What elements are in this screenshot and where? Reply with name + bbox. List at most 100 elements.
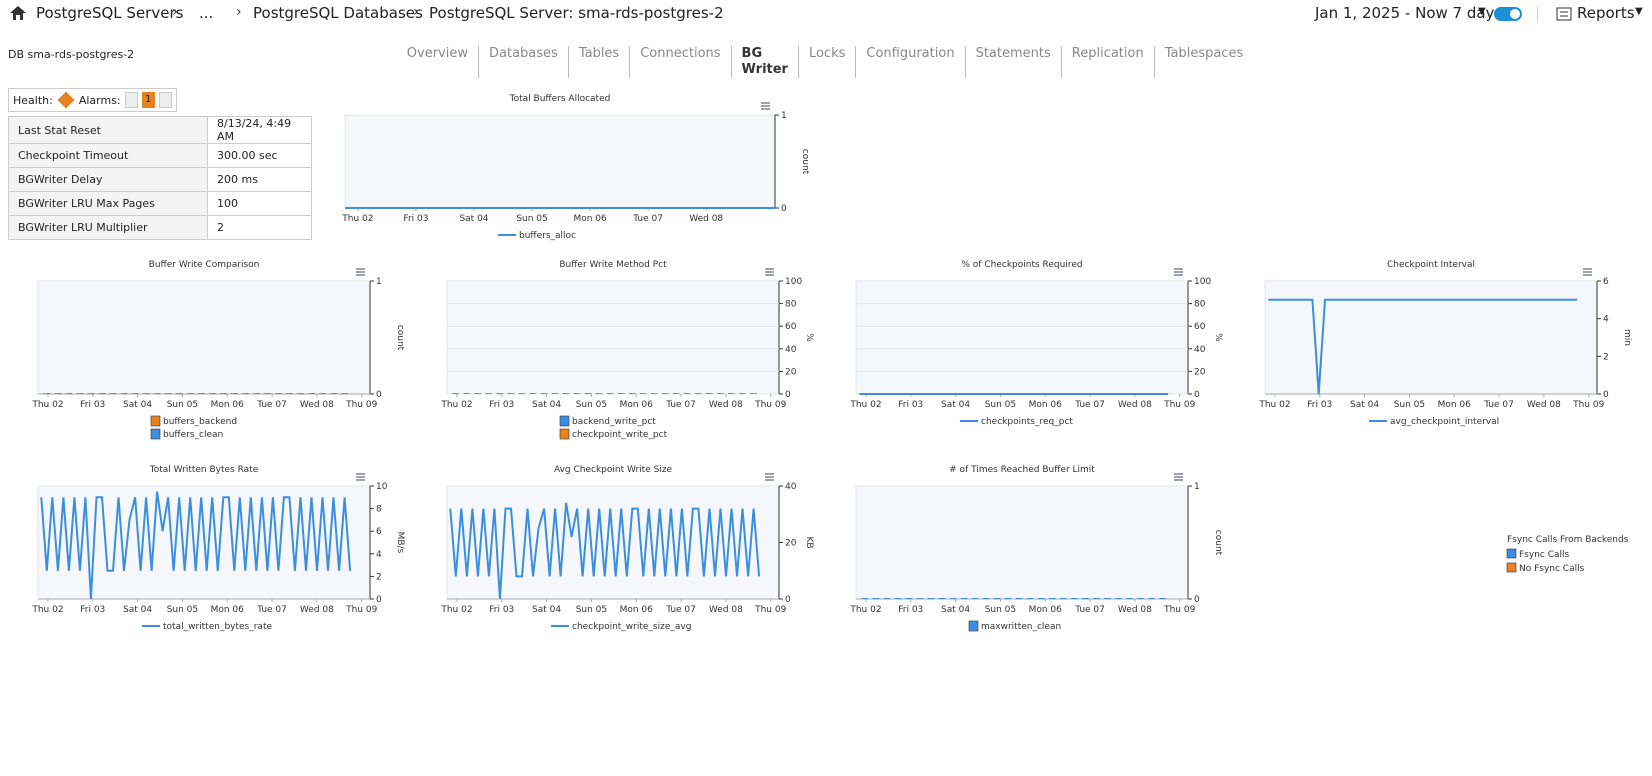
legend-label[interactable]: avg_checkpoint_interval xyxy=(1390,417,1499,427)
legend-label[interactable]: checkpoint_write_pct xyxy=(572,430,668,440)
bar xyxy=(507,393,511,394)
x-tick-label: Thu 02 xyxy=(849,400,881,410)
legend-swatch xyxy=(968,620,979,632)
tab[interactable]: Tables xyxy=(567,46,629,78)
bar xyxy=(883,598,891,599)
legend-label[interactable]: buffers_clean xyxy=(163,430,223,440)
alarms-label: Alarms: xyxy=(78,93,121,107)
x-tick-label: Thu 09 xyxy=(1163,400,1195,410)
breadcrumb[interactable]: PostgreSQL Servers xyxy=(36,4,184,22)
bar xyxy=(599,393,603,394)
bar xyxy=(76,393,80,394)
series-line xyxy=(40,491,352,600)
chart-menu[interactable] xyxy=(761,102,770,110)
bar xyxy=(230,393,235,394)
bar xyxy=(544,393,548,394)
breadcrumb[interactable]: ... xyxy=(199,4,214,22)
legend-label[interactable]: maxwritten_clean xyxy=(981,622,1061,632)
stat-value: 200 ms xyxy=(207,167,312,192)
bar xyxy=(632,393,636,394)
chart-title: Buffer Write Method Pct xyxy=(559,260,667,270)
tab[interactable]: Connections xyxy=(629,46,730,78)
chart-menu[interactable] xyxy=(1583,268,1592,276)
bar xyxy=(916,598,924,599)
tab[interactable]: Tablespaces xyxy=(1153,46,1254,78)
bar xyxy=(643,393,647,394)
bar xyxy=(157,393,161,394)
bar xyxy=(533,393,537,394)
x-tick-label: Sun 05 xyxy=(1394,400,1425,410)
bar xyxy=(341,393,345,394)
legend-label[interactable]: checkpoints_req_pct xyxy=(981,417,1073,427)
x-tick-label: Tue 07 xyxy=(632,214,663,224)
x-tick-label: Sat 04 xyxy=(123,400,152,410)
chart-menu[interactable] xyxy=(356,473,365,481)
x-tick-label: Thu 02 xyxy=(1258,400,1290,410)
chart-menu[interactable] xyxy=(1174,473,1183,481)
bar xyxy=(98,393,102,394)
x-tick-label: Tue 07 xyxy=(1074,605,1105,615)
x-tick-label: Thu 09 xyxy=(1572,400,1604,410)
y-tick-label: 0 xyxy=(1194,390,1200,400)
bar xyxy=(1071,598,1078,599)
chart-menu[interactable] xyxy=(1174,268,1183,276)
x-tick-label: Tue 07 xyxy=(665,605,696,615)
legend-label[interactable]: backend_write_pct xyxy=(572,417,656,427)
chevron: › xyxy=(236,4,242,20)
x-tick-label: Mon 06 xyxy=(573,214,607,224)
legend-label[interactable]: checkpoint_write_size_avg xyxy=(572,622,691,632)
tab[interactable]: Overview xyxy=(406,46,468,61)
legend-label[interactable]: buffers_alloc xyxy=(519,231,576,241)
toggle[interactable] xyxy=(1494,7,1522,21)
x-tick-label: Thu 09 xyxy=(345,605,377,615)
alarm-count[interactable]: 1 xyxy=(141,92,155,108)
tab[interactable]: Statements xyxy=(964,46,1061,78)
x-tick-label: Wed 08 xyxy=(300,605,334,615)
reports[interactable]: Reports xyxy=(1577,4,1635,22)
y-tick-label: 20 xyxy=(785,539,797,549)
bar xyxy=(588,393,592,394)
x-tick-label: Fri 03 xyxy=(489,400,514,410)
home-icon[interactable] xyxy=(8,4,28,22)
bar xyxy=(753,393,757,394)
alarm-box xyxy=(158,92,172,108)
x-tick-label: Fri 03 xyxy=(898,605,923,615)
x-tick-label: Sun 05 xyxy=(167,400,198,410)
tab[interactable]: Locks xyxy=(797,46,855,78)
reports-icon[interactable] xyxy=(1556,7,1572,21)
bar xyxy=(717,393,721,394)
bar xyxy=(452,393,456,394)
tab[interactable]: Databases xyxy=(478,46,568,78)
y-tick-label: 0 xyxy=(785,595,791,605)
series-line xyxy=(1268,298,1578,395)
bar xyxy=(223,393,227,394)
bar xyxy=(698,393,702,394)
bar xyxy=(1104,598,1111,599)
breadcrumb[interactable]: PostgreSQL Databases xyxy=(253,4,423,22)
y-tick-label: 1 xyxy=(1194,482,1200,492)
y-tick-label: 100 xyxy=(1194,277,1211,287)
bar xyxy=(101,393,106,394)
chart-menu[interactable] xyxy=(765,268,774,276)
x-tick-label: Thu 02 xyxy=(31,400,63,410)
bar xyxy=(1137,598,1144,599)
bar xyxy=(474,393,478,394)
x-tick-label: Tue 07 xyxy=(665,400,696,410)
bar xyxy=(1126,598,1133,599)
date-range[interactable]: Jan 1, 2025 - Now 7 days xyxy=(1315,4,1503,22)
chart-menu[interactable] xyxy=(356,268,365,276)
legend-label[interactable]: buffers_backend xyxy=(163,417,237,427)
legend-swatch xyxy=(1506,562,1517,573)
tab[interactable]: Configuration xyxy=(855,46,964,78)
legend-label[interactable]: total_written_bytes_rate xyxy=(163,622,272,632)
bar xyxy=(628,393,633,394)
bar xyxy=(208,393,213,394)
tab[interactable]: BG Writer xyxy=(730,46,798,78)
tab[interactable]: Replication xyxy=(1060,46,1154,78)
bar xyxy=(562,393,567,394)
bar xyxy=(739,393,743,394)
chart-menu[interactable] xyxy=(765,473,774,481)
x-tick-label: Fri 03 xyxy=(80,400,105,410)
stats-row: BGWriter Delay 200 ms xyxy=(8,167,312,192)
